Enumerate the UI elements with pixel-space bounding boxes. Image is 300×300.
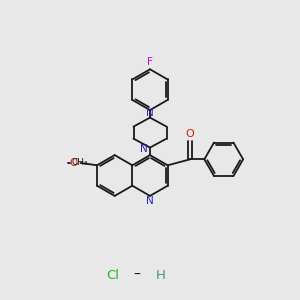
Text: N: N: [140, 144, 147, 154]
Text: O: O: [70, 158, 78, 168]
Text: –: –: [133, 268, 140, 282]
Text: O: O: [186, 129, 194, 139]
Text: F: F: [147, 57, 153, 67]
Text: N: N: [146, 196, 154, 206]
Text: N: N: [146, 108, 154, 118]
Text: Cl: Cl: [106, 269, 119, 282]
Text: H: H: [156, 269, 166, 282]
Text: CH₃: CH₃: [71, 158, 88, 167]
